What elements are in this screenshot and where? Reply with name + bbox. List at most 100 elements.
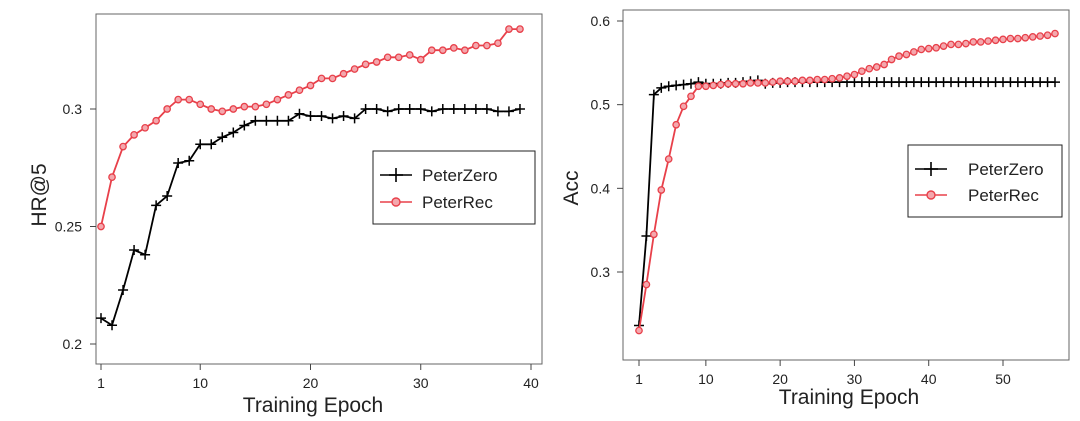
data-point: [119, 142, 127, 151]
data-point: [820, 75, 829, 84]
data-point: [97, 222, 105, 231]
data-point: [206, 139, 217, 150]
data-point: [895, 52, 903, 60]
data-point: [991, 36, 1000, 45]
y-tick-label: 0.3: [63, 101, 83, 117]
data-point: [1014, 34, 1022, 43]
data-point: [664, 155, 673, 163]
data-point: [217, 132, 228, 143]
data-point: [129, 245, 140, 255]
data-point: [393, 104, 404, 114]
data-point: [306, 81, 315, 90]
data-point: [969, 38, 978, 46]
legend-marker-peterzero: [389, 168, 403, 182]
data-point: [872, 63, 881, 71]
data-point: [776, 77, 784, 86]
data-point: [984, 37, 992, 45]
y-tick-label: 0.3: [591, 264, 611, 280]
x-tick-label: 30: [413, 375, 429, 391]
x-tick-label: 1: [97, 375, 105, 391]
data-point: [850, 70, 859, 79]
data-point: [686, 78, 696, 89]
data-point: [272, 115, 283, 126]
data-point: [152, 116, 160, 125]
hr5-chart: 1 10 20 30 40 0.2 0.25 0.3 Training Epoch HR@5…: [28, 13, 543, 417]
legend-marker-peterrec: [926, 190, 936, 200]
data-point: [783, 77, 792, 86]
legend-box: [372, 150, 536, 225]
data-point: [371, 104, 382, 114]
data-point: [865, 64, 874, 73]
data-point: [663, 81, 674, 92]
data-point: [962, 39, 970, 48]
x-axis: 1 10 20 30 40 50: [635, 360, 1011, 387]
x-tick-label: 20: [772, 371, 788, 387]
data-point: [405, 51, 414, 59]
data-point: [218, 107, 227, 116]
data-point: [679, 102, 688, 111]
y-tick-label: 0.25: [55, 219, 82, 235]
data-point: [503, 106, 514, 117]
data-point: [835, 74, 844, 82]
data-point: [162, 190, 173, 201]
data-point: [130, 131, 138, 139]
x-tick-label: 10: [192, 375, 208, 391]
data-point: [924, 44, 933, 53]
data-point: [141, 123, 149, 132]
data-point: [427, 46, 436, 55]
data-point: [910, 48, 918, 56]
data-point: [339, 69, 348, 78]
data-point: [635, 326, 643, 335]
data-point: [1028, 33, 1037, 41]
data-point: [514, 104, 525, 114]
x-tick-label: 50: [995, 371, 1011, 387]
legend-label-peterrec: PeterRec: [422, 193, 493, 212]
data-point: [642, 280, 651, 289]
x-axis: 1 10 20 30 40: [97, 364, 539, 391]
data-point: [350, 65, 359, 73]
data-point: [687, 92, 695, 101]
acc-chart: 1 10 20 30 40 50 0.30.40.50.6 Training Epoch …: [560, 9, 1070, 409]
x-axis-label: Training Epoch: [243, 394, 383, 417]
data-point: [1006, 34, 1015, 43]
data-point: [372, 58, 381, 66]
data-point: [472, 41, 480, 50]
legend-marker-peterrec: [391, 197, 401, 207]
x-tick-label: 30: [847, 371, 863, 387]
data-point: [917, 45, 926, 54]
data-point: [481, 104, 492, 114]
data-point: [108, 173, 116, 181]
data-point: [294, 108, 305, 119]
data-point: [671, 80, 682, 91]
data-point: [1051, 29, 1059, 38]
data-point: [338, 111, 349, 122]
data-point: [1050, 77, 1060, 88]
data-point: [173, 158, 184, 169]
data-point: [404, 104, 415, 114]
data-point: [459, 104, 470, 114]
data-point: [207, 105, 216, 113]
x-tick-label: 40: [921, 371, 937, 387]
data-point: [239, 120, 250, 131]
data-point: [843, 72, 851, 81]
legend: PeterZero PeterRec: [907, 144, 1063, 218]
data-point: [438, 46, 447, 55]
x-tick-label: 10: [698, 371, 714, 387]
data-point: [954, 40, 963, 49]
x-tick-label: 20: [303, 375, 319, 391]
data-point: [798, 76, 807, 85]
data-point: [1021, 33, 1030, 42]
legend-label-peterrec: PeterRec: [968, 186, 1039, 205]
data-point: [360, 104, 371, 114]
data-point: [483, 41, 491, 50]
data-point: [228, 127, 239, 138]
data-point: [327, 113, 338, 124]
data-point: [151, 200, 162, 211]
data-point: [361, 60, 370, 69]
legend-label-peterzero: PeterZero: [968, 160, 1044, 179]
data-point: [858, 67, 866, 76]
data-point: [295, 86, 304, 95]
data-point: [492, 106, 503, 117]
data-point: [383, 53, 392, 62]
